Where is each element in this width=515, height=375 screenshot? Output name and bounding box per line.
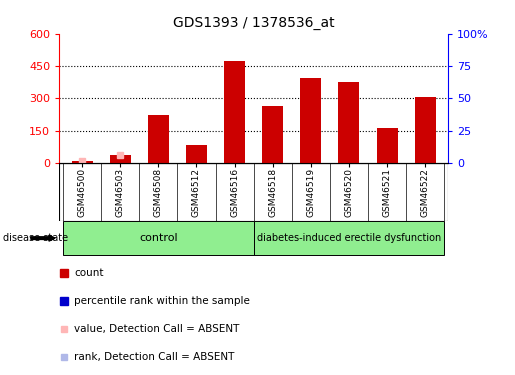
Bar: [72, 161, 93, 163]
Bar: [300, 78, 321, 163]
Bar: [253, 221, 444, 255]
Text: GSM46508: GSM46508: [154, 168, 163, 217]
Bar: [415, 98, 436, 163]
Text: GSM46512: GSM46512: [192, 168, 201, 217]
Text: percentile rank within the sample: percentile rank within the sample: [74, 296, 250, 306]
Text: diabetes-induced erectile dysfunction: diabetes-induced erectile dysfunction: [257, 233, 441, 243]
Text: GSM46521: GSM46521: [383, 168, 391, 217]
Bar: [63, 221, 253, 255]
Text: rank, Detection Call = ABSENT: rank, Detection Call = ABSENT: [74, 352, 234, 362]
Bar: [224, 61, 245, 163]
Bar: [186, 145, 207, 163]
Text: GSM46500: GSM46500: [78, 168, 87, 217]
Text: GSM46522: GSM46522: [421, 168, 430, 217]
Text: GSM46518: GSM46518: [268, 168, 277, 217]
Bar: [110, 154, 131, 163]
Text: count: count: [74, 268, 104, 278]
Bar: [148, 115, 169, 163]
Text: GSM46516: GSM46516: [230, 168, 239, 217]
Bar: [376, 128, 398, 163]
Text: GSM46520: GSM46520: [345, 168, 353, 217]
Title: GDS1393 / 1378536_at: GDS1393 / 1378536_at: [173, 16, 334, 30]
Text: value, Detection Call = ABSENT: value, Detection Call = ABSENT: [74, 324, 239, 334]
Text: control: control: [139, 233, 178, 243]
Bar: [262, 106, 283, 163]
Bar: [338, 82, 359, 163]
Text: disease state: disease state: [3, 233, 67, 243]
Text: GSM46519: GSM46519: [306, 168, 315, 217]
Text: GSM46503: GSM46503: [116, 168, 125, 217]
